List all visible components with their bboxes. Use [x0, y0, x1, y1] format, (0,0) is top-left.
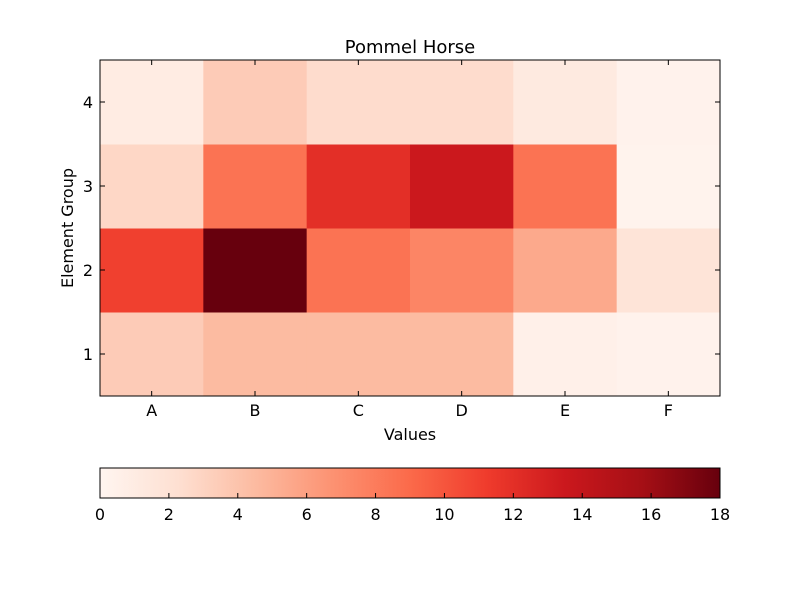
y-axis-label: Element Group	[58, 168, 77, 288]
heatmap-cell-3-D	[410, 144, 514, 229]
x-tick-label: F	[664, 401, 673, 420]
heatmap-cell-1-E	[513, 312, 618, 397]
y-tick-label: 1	[83, 345, 93, 364]
chart-title: Pommel Horse	[345, 37, 476, 58]
heatmap-cell-4-F	[616, 60, 721, 145]
heatmap-cell-1-D	[410, 312, 514, 397]
colorbar-tick-label: 18	[710, 505, 730, 524]
heatmap-cell-3-F	[616, 144, 721, 229]
colorbar-tick-label: 8	[370, 505, 380, 524]
y-axis-ticks: 1 2 3 4	[83, 93, 720, 364]
heatmap-cell-4-D	[410, 60, 514, 145]
y-tick-label: 4	[83, 93, 93, 112]
colorbar-tick-label: 16	[641, 505, 661, 524]
colorbar	[99, 467, 721, 499]
heatmap-cell-2-C	[306, 228, 411, 313]
heatmap-cell-2-F	[616, 228, 721, 313]
heatmap-cell-3-E	[513, 144, 618, 229]
y-tick-label: 2	[83, 261, 93, 280]
heatmap-cell-2-D	[410, 228, 514, 313]
y-tick-label: 3	[83, 177, 93, 196]
heatmap-cell-4-C	[306, 60, 411, 145]
heatmap-cell-3-B	[203, 144, 308, 229]
heatmap-cell-1-B	[203, 312, 308, 397]
heatmap-cells	[100, 60, 721, 397]
x-tick-label: E	[560, 401, 570, 420]
heatmap-cell-3-C	[306, 144, 411, 229]
heatmap-cell-1-C	[306, 312, 411, 397]
colorbar-tick-label: 12	[503, 505, 523, 524]
heatmap-cell-2-B	[203, 228, 308, 313]
heatmap-cell-3-A	[100, 144, 204, 229]
colorbar-tick-label: 10	[434, 505, 454, 524]
x-tick-label: B	[250, 401, 261, 420]
colorbar-tick-label: 4	[233, 505, 243, 524]
heatmap-cell-1-A	[100, 312, 204, 397]
x-axis-ticks: A B C D E F	[146, 60, 673, 420]
colorbar-tick-label: 2	[164, 505, 174, 524]
heatmap-cell-4-B	[203, 60, 308, 145]
heatmap-cell-4-E	[513, 60, 618, 145]
colorbar-tick-label: 6	[302, 505, 312, 524]
x-tick-label: D	[456, 401, 468, 420]
heatmap-cell-2-E	[513, 228, 618, 313]
heatmap-cell-2-A	[100, 228, 204, 313]
colorbar-tick-label: 0	[95, 505, 105, 524]
colorbar-tick-label: 14	[572, 505, 592, 524]
heatmap-cell-1-F	[616, 312, 721, 397]
x-tick-label: A	[146, 401, 157, 420]
heatmap-cell-4-A	[100, 60, 204, 145]
x-axis-label: Values	[384, 425, 436, 444]
plot-frame	[99, 59, 721, 397]
x-tick-label: C	[353, 401, 364, 420]
colorbar-ticks: 0 2 4 6 8 10 12 14 16 18	[95, 493, 730, 524]
